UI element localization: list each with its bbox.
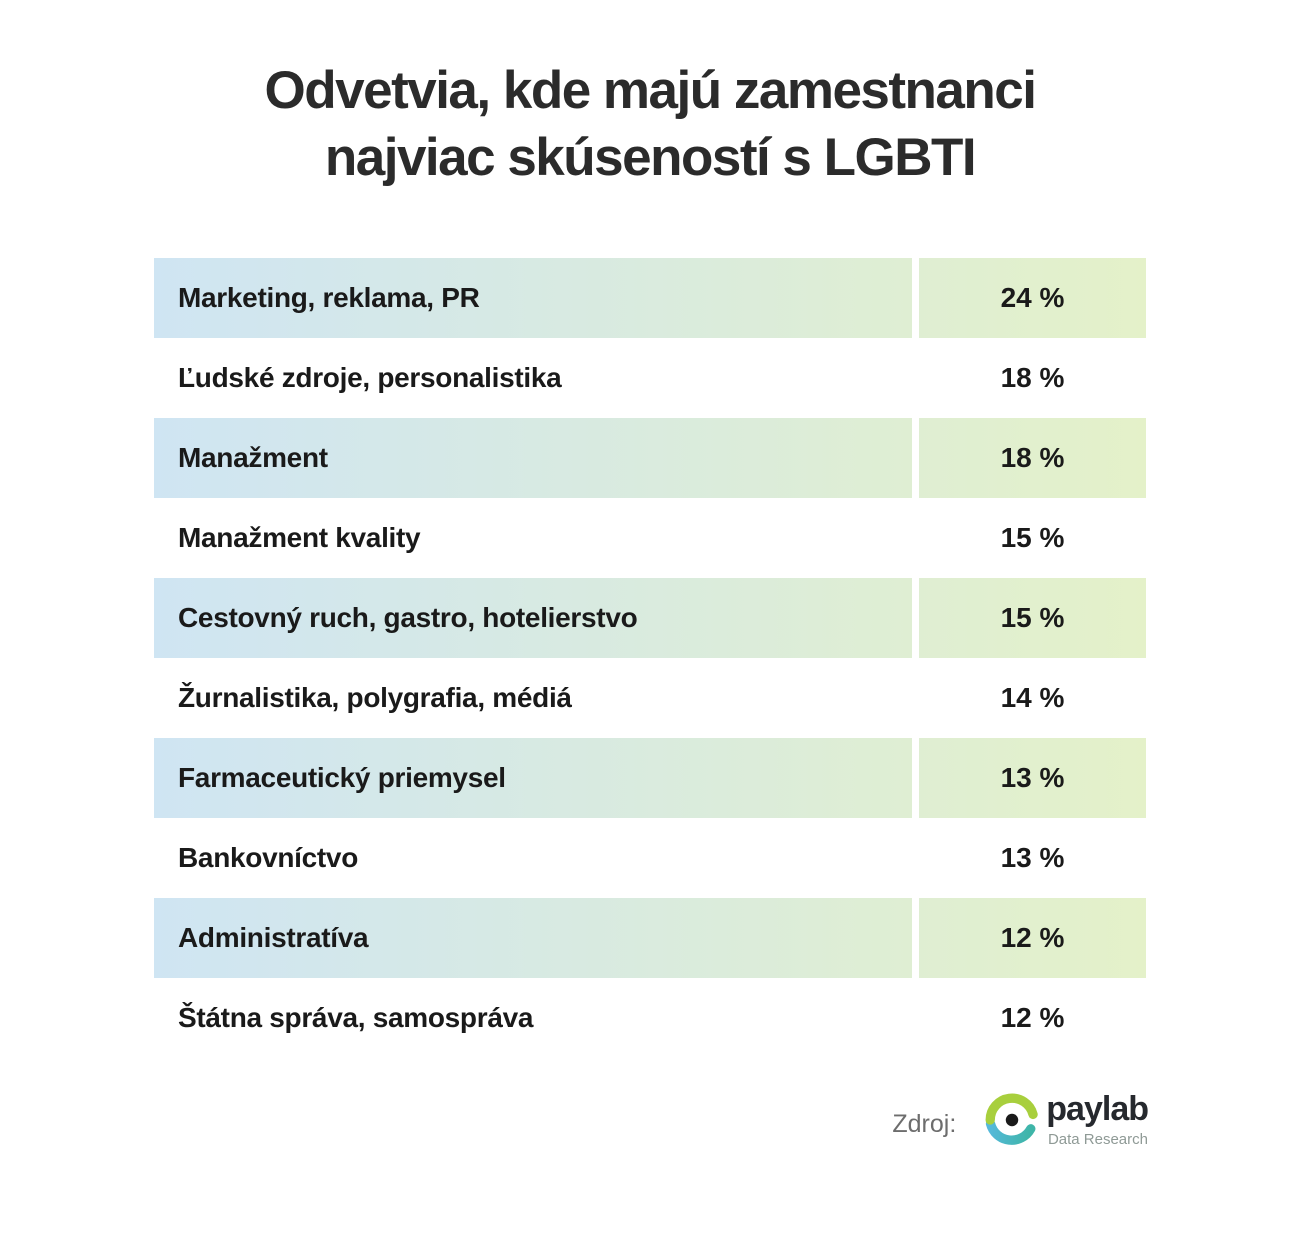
table-row: Marketing, reklama, PR 24 % bbox=[154, 258, 1146, 338]
column-divider bbox=[912, 658, 919, 738]
column-divider bbox=[912, 818, 919, 898]
page-title: Odvetvia, kde majú zamestnanci najviac s… bbox=[0, 58, 1300, 192]
table-row: Ľudské zdroje, personalistika 18 % bbox=[154, 338, 1146, 418]
row-value: 18 % bbox=[1000, 362, 1065, 393]
table-row: Žurnalistika, polygrafia, médiá 14 % bbox=[154, 658, 1146, 738]
row-value: 12 % bbox=[1000, 1002, 1065, 1033]
row-label: Marketing, reklama, PR bbox=[178, 282, 480, 313]
row-label: Manažment bbox=[178, 442, 328, 473]
row-label: Manažment kvality bbox=[178, 522, 421, 553]
row-label: Žurnalistika, polygrafia, médiá bbox=[178, 682, 572, 713]
row-label: Cestovný ruch, gastro, hotelierstvo bbox=[178, 602, 638, 633]
column-divider bbox=[912, 978, 919, 1058]
row-value: 24 % bbox=[1000, 282, 1065, 313]
column-divider bbox=[912, 258, 919, 338]
table-row: Manažment 18 % bbox=[154, 418, 1146, 498]
brand-name: paylab bbox=[1046, 1090, 1149, 1128]
row-value: 18 % bbox=[1000, 442, 1065, 473]
table-row: Bankovníctvo 13 % bbox=[154, 818, 1146, 898]
page-title-line-1: Odvetvia, kde majú zamestnanci bbox=[264, 61, 1037, 120]
table-row: Štátna správa, samospráva 12 % bbox=[154, 978, 1146, 1058]
row-label: Štátna správa, samospráva bbox=[178, 1002, 534, 1033]
row-value: 13 % bbox=[1000, 842, 1065, 873]
row-label: Bankovníctvo bbox=[178, 842, 358, 873]
table-row: Administratíva 12 % bbox=[154, 898, 1146, 978]
column-divider bbox=[912, 578, 919, 658]
table-row: Farmaceutický priemysel 13 % bbox=[154, 738, 1146, 818]
column-divider bbox=[912, 418, 919, 498]
row-value: 12 % bbox=[1000, 922, 1065, 953]
brand-block: paylab Data Research bbox=[1046, 1090, 1149, 1148]
table-row: Manažment kvality 15 % bbox=[154, 498, 1146, 578]
row-value: 15 % bbox=[1000, 522, 1065, 553]
row-value: 15 % bbox=[1000, 602, 1065, 633]
column-divider bbox=[912, 498, 919, 578]
row-label: Administratíva bbox=[178, 922, 369, 953]
row-value: 14 % bbox=[1000, 682, 1065, 713]
row-label: Ľudské zdroje, personalistika bbox=[178, 362, 562, 393]
source-label: Zdroj: bbox=[892, 1109, 957, 1138]
sectors-table: Marketing, reklama, PR 24 % Ľudské zdroj… bbox=[154, 258, 1146, 1058]
column-divider bbox=[912, 898, 919, 978]
page-title-line-2: najviac skúseností s LGBTI bbox=[324, 127, 977, 187]
source-footer: Zdroj: paylab Data Research bbox=[892, 1090, 1149, 1148]
column-divider bbox=[912, 738, 919, 818]
column-divider bbox=[912, 338, 919, 418]
table-row: Cestovný ruch, gastro, hotelierstvo 15 % bbox=[154, 578, 1146, 658]
row-label: Farmaceutický priemysel bbox=[178, 762, 506, 793]
row-value: 13 % bbox=[1000, 762, 1065, 793]
paylab-logo-icon bbox=[985, 1093, 1038, 1145]
brand-subtitle: Data Research bbox=[1047, 1131, 1148, 1148]
